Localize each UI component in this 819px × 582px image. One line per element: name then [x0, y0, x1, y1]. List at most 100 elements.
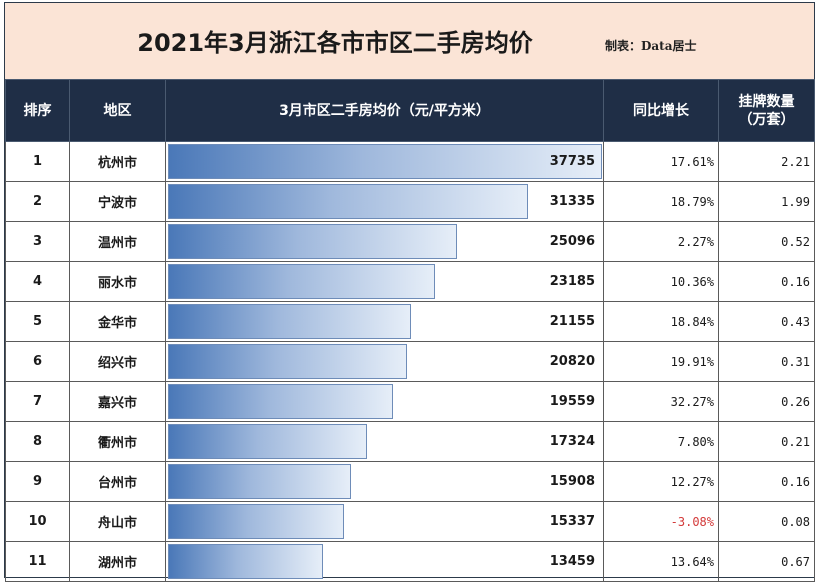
cell-rank: 6 — [5, 341, 70, 382]
cell-city: 丽水市 — [69, 261, 166, 302]
cell-city: 嘉兴市 — [69, 381, 166, 422]
cell-city: 湖州市 — [69, 541, 166, 582]
cell-listings: 1.99 — [718, 181, 815, 222]
cell-listings: 0.52 — [718, 221, 815, 262]
cell-city: 舟山市 — [69, 501, 166, 542]
cell-rank: 2 — [5, 181, 70, 222]
cell-listings: 0.26 — [718, 381, 815, 422]
cell-price: 37735 — [165, 141, 604, 182]
cell-growth: 17.61% — [603, 141, 719, 182]
column-header-price: 3月市区二手房均价（元/平方米） — [165, 79, 604, 142]
cell-growth: 10.36% — [603, 261, 719, 302]
table-row: 1 杭州市 37735 17.61% 2.21 — [5, 141, 815, 182]
price-value: 15337 — [549, 514, 595, 529]
table-row: 11 湖州市 13459 13.64% 0.67 — [5, 541, 815, 582]
cell-city: 金华市 — [69, 301, 166, 342]
price-bar — [168, 544, 323, 579]
cell-rank: 4 — [5, 261, 70, 302]
table-body: 1 杭州市 37735 17.61% 2.21 2 宁波市 31335 18.79% 1.99 3 温… — [5, 141, 815, 582]
table-row: 8 衢州市 17324 7.80% 0.21 — [5, 421, 815, 462]
cell-city: 台州市 — [69, 461, 166, 502]
cell-price: 25096 — [165, 221, 604, 262]
cell-growth: 13.64% — [603, 541, 719, 582]
price-bar — [168, 264, 435, 299]
price-value: 20820 — [549, 354, 595, 369]
price-value: 37735 — [549, 154, 595, 169]
price-value: 31335 — [549, 194, 595, 209]
price-table-figure: 2021年3月浙江各市市区二手房均价 制表：Data居士 排序 地区 3月市区二… — [4, 2, 815, 582]
cell-price: 20820 — [165, 341, 604, 382]
table-row: 7 嘉兴市 19559 32.27% 0.26 — [5, 381, 815, 422]
column-header-listings: 挂牌数量 （万套） — [718, 79, 815, 142]
table-header-row: 排序 地区 3月市区二手房均价（元/平方米） 同比增长 挂牌数量 （万套） — [5, 79, 815, 142]
price-bar — [168, 344, 407, 379]
cell-listings: 0.67 — [718, 541, 815, 582]
title-bar: 2021年3月浙江各市市区二手房均价 制表：Data居士 — [5, 3, 814, 80]
cell-listings: 0.16 — [718, 461, 815, 502]
cell-listings: 0.31 — [718, 341, 815, 382]
table-row: 4 丽水市 23185 10.36% 0.16 — [5, 261, 815, 302]
table-row: 6 绍兴市 20820 19.91% 0.31 — [5, 341, 815, 382]
cell-rank: 1 — [5, 141, 70, 182]
cell-growth: 19.91% — [603, 341, 719, 382]
listings-header-line2: （万套） — [738, 111, 795, 128]
cell-growth: 18.84% — [603, 301, 719, 342]
table-row: 5 金华市 21155 18.84% 0.43 — [5, 301, 815, 342]
cell-growth: -3.08% — [603, 501, 719, 542]
price-bar — [168, 304, 411, 339]
cell-rank: 11 — [5, 541, 70, 582]
cell-price: 15337 — [165, 501, 604, 542]
cell-listings: 2.21 — [718, 141, 815, 182]
price-value: 15908 — [549, 474, 595, 489]
price-bar — [168, 504, 344, 539]
cell-price: 13459 — [165, 541, 604, 582]
price-bar — [168, 184, 528, 219]
cell-rank: 3 — [5, 221, 70, 262]
cell-city: 温州市 — [69, 221, 166, 262]
cell-rank: 5 — [5, 301, 70, 342]
cell-listings: 0.08 — [718, 501, 815, 542]
price-bar — [168, 464, 351, 499]
cell-price: 23185 — [165, 261, 604, 302]
cell-price: 31335 — [165, 181, 604, 222]
price-value: 13459 — [549, 554, 595, 569]
cell-rank: 8 — [5, 421, 70, 462]
column-header-city: 地区 — [69, 79, 166, 142]
price-value: 17324 — [549, 434, 595, 449]
cell-growth: 32.27% — [603, 381, 719, 422]
cell-rank: 7 — [5, 381, 70, 422]
cell-listings: 0.16 — [718, 261, 815, 302]
cell-growth: 2.27% — [603, 221, 719, 262]
price-value: 19559 — [549, 394, 595, 409]
cell-city: 绍兴市 — [69, 341, 166, 382]
price-bar — [168, 424, 367, 459]
table-row: 10 舟山市 15337 -3.08% 0.08 — [5, 501, 815, 542]
price-value: 25096 — [549, 234, 595, 249]
cell-growth: 7.80% — [603, 421, 719, 462]
price-value: 23185 — [549, 274, 595, 289]
table-row: 9 台州市 15908 12.27% 0.16 — [5, 461, 815, 502]
cell-price: 17324 — [165, 421, 604, 462]
cell-growth: 12.27% — [603, 461, 719, 502]
price-bar — [168, 224, 457, 259]
cell-listings: 0.43 — [718, 301, 815, 342]
chart-credit: 制表：Data居士 — [605, 39, 697, 53]
price-value: 21155 — [549, 314, 595, 329]
chart-title: 2021年3月浙江各市市区二手房均价 — [137, 29, 533, 57]
listings-header-line1: 挂牌数量 — [738, 93, 795, 110]
column-header-growth: 同比增长 — [603, 79, 719, 142]
cell-rank: 9 — [5, 461, 70, 502]
cell-price: 19559 — [165, 381, 604, 422]
price-bar — [168, 384, 393, 419]
cell-growth: 18.79% — [603, 181, 719, 222]
cell-city: 宁波市 — [69, 181, 166, 222]
table-row: 2 宁波市 31335 18.79% 1.99 — [5, 181, 815, 222]
cell-city: 杭州市 — [69, 141, 166, 182]
cell-listings: 0.21 — [718, 421, 815, 462]
table-row: 3 温州市 25096 2.27% 0.52 — [5, 221, 815, 262]
cell-rank: 10 — [5, 501, 70, 542]
column-header-rank: 排序 — [5, 79, 70, 142]
cell-price: 15908 — [165, 461, 604, 502]
cell-price: 21155 — [165, 301, 604, 342]
